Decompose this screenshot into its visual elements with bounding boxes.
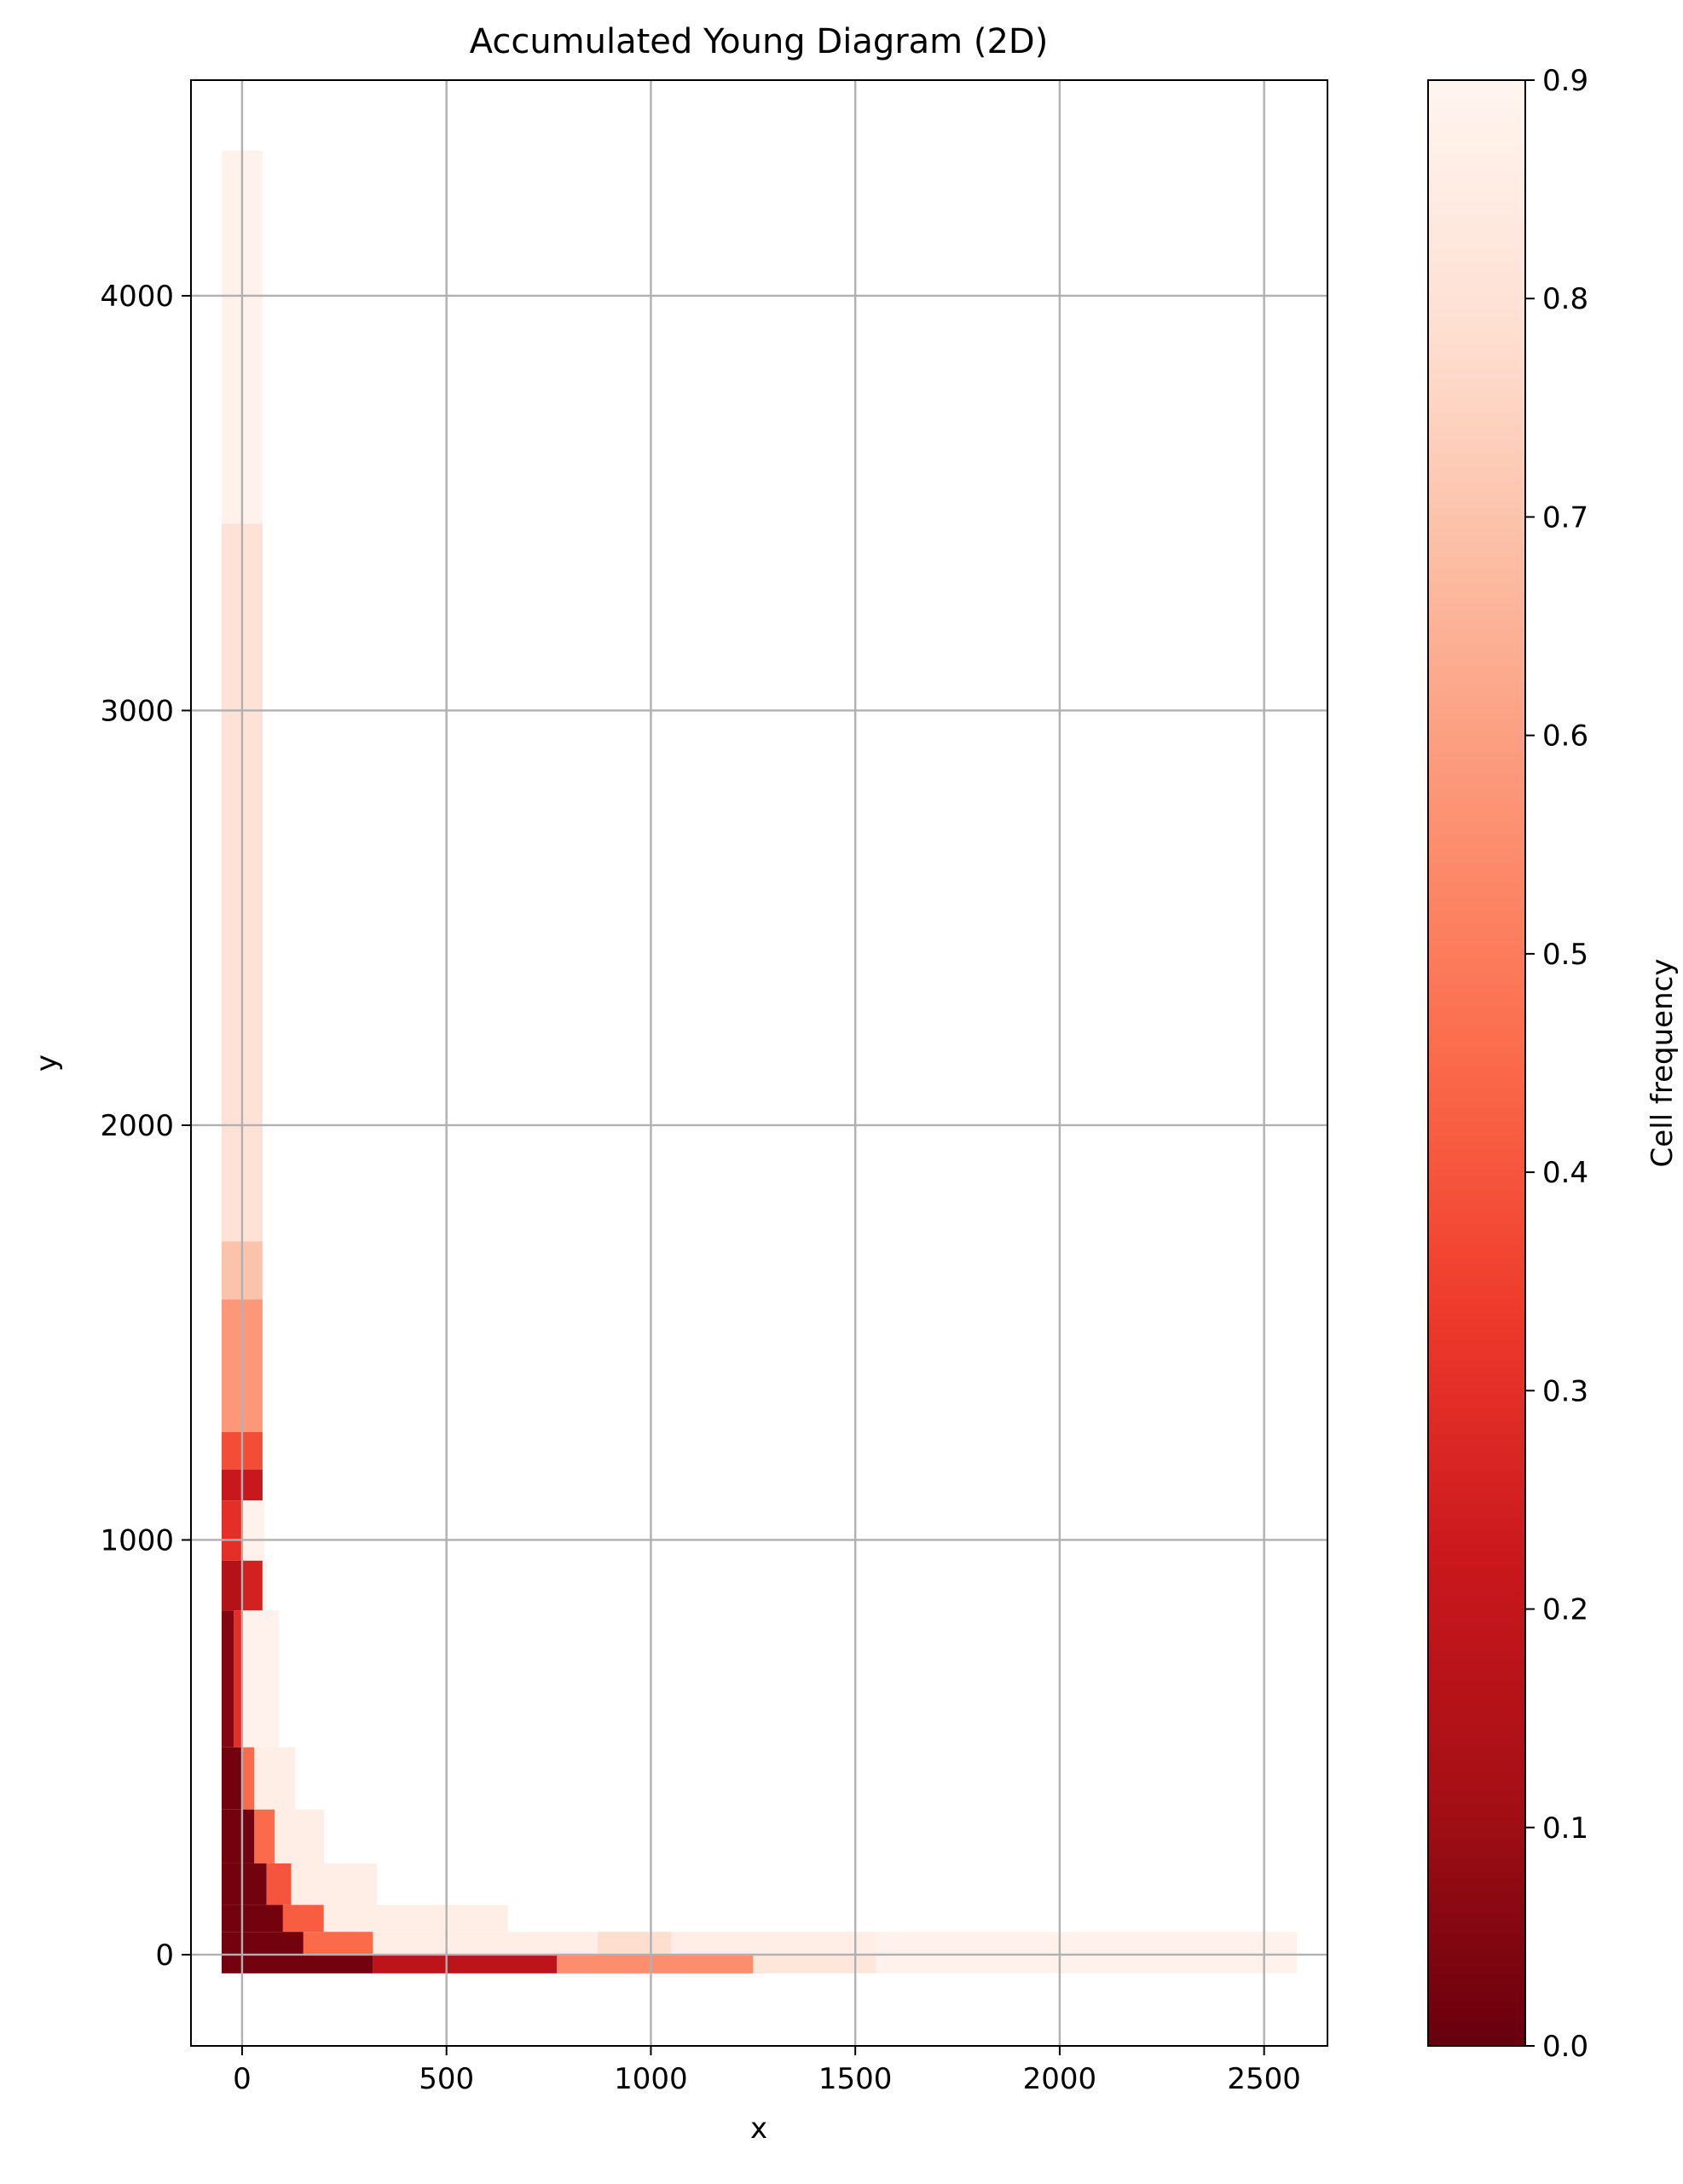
heatmap-cell (241, 1500, 265, 1561)
colorbar-tick-label: 0.6 (1542, 719, 1588, 754)
heatmap-cell (221, 1610, 234, 1748)
x-tick-label: 1000 (614, 2062, 688, 2096)
colorbar-tick-label: 0.7 (1542, 500, 1588, 534)
heatmap-cell (291, 1863, 378, 1905)
heatmap-cell (221, 1560, 242, 1611)
heatmap-cell (753, 1954, 876, 1973)
heatmap-cell (221, 1863, 267, 1905)
heatmap-cell (221, 1500, 242, 1561)
y-tick-label: 1000 (100, 1523, 174, 1557)
colorbar-tick-label: 0.2 (1542, 1593, 1588, 1627)
x-tick-label: 0 (233, 2062, 252, 2096)
colorbar-tick-label: 0.4 (1542, 1156, 1588, 1190)
heatmap-cell (323, 1904, 508, 1933)
heatmap-cell (241, 1747, 255, 1810)
y-axis-label: y (30, 1054, 64, 1072)
y-tick-label: 0 (155, 1938, 174, 1973)
heatmap-cell (598, 1932, 672, 1955)
x-axis-label: x (750, 2112, 767, 2146)
heatmap-cell (557, 1954, 754, 1973)
x-tick-label: 2000 (1023, 2062, 1097, 2096)
plot-area: 0 500 1000 1500 2000 2500 0 1000 2000 3000 4000 (100, 79, 1328, 2096)
colorbar-tick-label: 0.3 (1542, 1374, 1588, 1408)
plot-frame (190, 79, 1328, 2047)
colorbar-tick-label: 0.1 (1542, 1811, 1588, 1846)
colorbar-label: Cell frequency (1645, 959, 1680, 1168)
colorbar-gradient (1427, 79, 1526, 2047)
heatmap-cell (262, 1560, 267, 1611)
heatmap-cell (221, 1932, 304, 1955)
heatmap-cell (221, 1954, 373, 1973)
heatmap-cell (671, 1932, 876, 1955)
colorbar-ticks: 0.0 0.1 0.2 0.3 0.4 0.5 0.6 0.7 0.8 0.9 (1525, 64, 1588, 2064)
heatmap-cell (373, 1954, 558, 1973)
heatmap-cell (876, 1954, 1298, 1973)
y-tick-label: 3000 (100, 694, 174, 728)
heatmap-cell (876, 1932, 1298, 1955)
colorbar-tick-label: 0.8 (1542, 282, 1588, 316)
heatmap-cell (221, 1904, 283, 1933)
heatmap-cell (254, 1809, 275, 1863)
heatmap-cell (221, 1809, 255, 1863)
colorbar: 0.0 0.1 0.2 0.3 0.4 0.5 0.6 0.7 0.8 0.9 Cell freq… (1427, 64, 1680, 2064)
heatmap-cell (234, 1610, 242, 1748)
heatmap-cell (241, 1610, 280, 1748)
x-axis-ticks: 0 500 1000 1500 2000 2500 (233, 2046, 1301, 2096)
chart-title: Accumulated Young Diagram (2D) (470, 22, 1049, 61)
grid-lines (191, 80, 1327, 2046)
colorbar-tick-label: 0.0 (1542, 2030, 1588, 2064)
y-tick-label: 4000 (100, 280, 174, 314)
heatmap-cell (282, 1904, 324, 1933)
colorbar-tick-label: 0.5 (1542, 938, 1588, 972)
x-tick-label: 1500 (818, 2062, 893, 2096)
heatmap-cell (373, 1932, 599, 1955)
colorbar-tick-label: 0.9 (1542, 64, 1588, 98)
heatmap-cell (275, 1809, 324, 1863)
heatmap-cell (254, 1747, 296, 1810)
heatmap-cell (221, 1747, 242, 1810)
y-tick-label: 2000 (100, 1109, 174, 1143)
x-tick-label: 2500 (1227, 2062, 1301, 2096)
heatmap-cell (266, 1863, 292, 1905)
x-tick-label: 500 (419, 2062, 474, 2096)
heatmap-cell (241, 1560, 263, 1611)
y-axis-ticks: 0 1000 2000 3000 4000 (100, 280, 191, 1973)
heatmap-cell (303, 1932, 373, 1955)
